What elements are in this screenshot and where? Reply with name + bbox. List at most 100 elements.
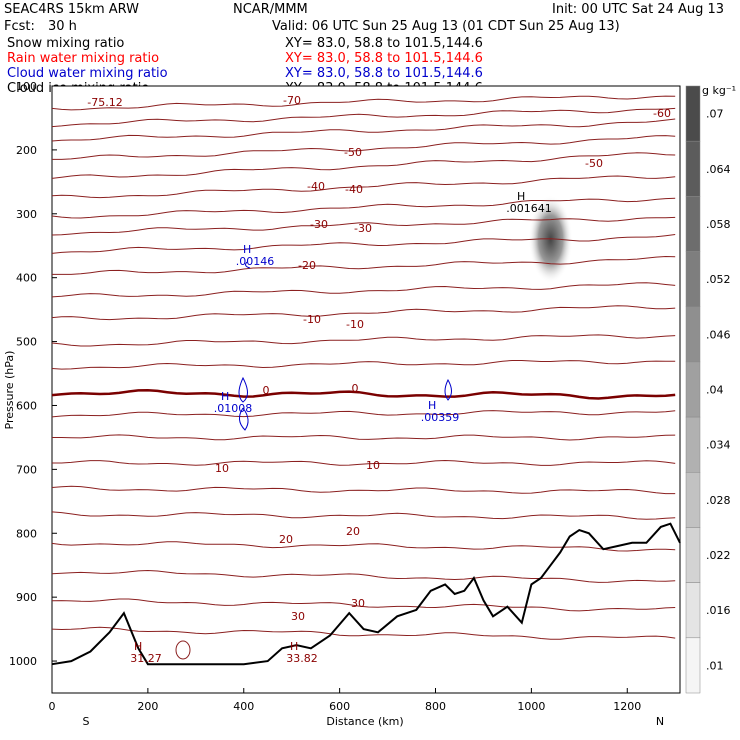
- isotherm-label: 10: [366, 459, 380, 472]
- isotherm-contour: [51, 234, 676, 254]
- isotherm-contour: [51, 95, 676, 111]
- colorbar-label: .064: [706, 163, 731, 176]
- extremum-marker: H: [290, 640, 298, 653]
- isotherm-label: -70: [283, 94, 301, 107]
- x-tick-label: 800: [425, 700, 446, 713]
- isotherm-label: -30: [310, 218, 328, 231]
- colorbar-label: .07: [706, 108, 724, 121]
- isotherm-contour: [51, 569, 676, 583]
- isotherm-label: 30: [291, 610, 305, 623]
- extremum-value: .00146: [236, 255, 275, 268]
- isotherm-contour: [51, 410, 676, 418]
- isotherm-contour: [52, 135, 676, 160]
- y-tick-label: 300: [16, 208, 37, 221]
- isotherm-label: 20: [346, 525, 360, 538]
- y-axis-label: Pressure (hPa): [3, 351, 16, 430]
- isotherm-contour: [51, 197, 676, 219]
- valid-time: Valid: 06 UTC Sun 25 Aug 13 (01 CDT Sun …: [272, 19, 620, 34]
- colorbar-label: .01: [706, 659, 724, 672]
- snow-shading: [528, 195, 573, 284]
- isotherm-contour: [51, 152, 676, 179]
- isotherm-label: -75.12: [87, 96, 122, 109]
- colorbar-label: .052: [706, 273, 731, 286]
- colorbar-swatch: [685, 196, 701, 252]
- isotherm-label: -30: [354, 222, 372, 235]
- y-axis: 100 200 300 400 500 600 700 800 900 1000: [9, 80, 57, 668]
- isotherm-contour: [51, 216, 676, 236]
- extremum-value: 31.27: [130, 652, 162, 665]
- cloud-water-contour: [245, 261, 251, 269]
- colorbar-unit: g kg⁻¹: [702, 84, 736, 97]
- isotherm-label: -50: [344, 146, 362, 159]
- field-section-xy: XY= 83.0, 58.8 to 101.5,144.6: [285, 66, 483, 81]
- x-tick-label: 400: [233, 700, 254, 713]
- isotherm-label: -40: [307, 180, 325, 193]
- colorbar-swatch: [685, 527, 701, 583]
- colorbar-swatch: [685, 251, 701, 307]
- rain-contour: [175, 640, 191, 660]
- isotherm-label: 30: [351, 597, 365, 610]
- x-tick-label: 200: [137, 700, 158, 713]
- colorbar-label: .022: [706, 549, 731, 562]
- y-tick-label: 500: [16, 336, 37, 349]
- isotherm-contour: [51, 118, 676, 142]
- isotherm-label: -60: [653, 107, 671, 120]
- freezing-level-contour: [51, 388, 676, 400]
- isotherm-label: 0: [263, 384, 270, 397]
- y-tick-label: 700: [16, 463, 37, 476]
- y-tick-label: 600: [16, 399, 37, 412]
- extremum-marker: H: [517, 190, 525, 203]
- colorbar-label: .028: [706, 494, 731, 507]
- extremum-marker: H: [243, 243, 251, 256]
- isotherm-contour: [51, 305, 676, 321]
- colorbar-label: .046: [706, 328, 731, 341]
- isotherm-contour: [51, 626, 676, 640]
- colorbar-swatch: [685, 85, 701, 142]
- colorbar-swatch: [685, 637, 701, 694]
- isotherm-label: -40: [345, 183, 363, 196]
- colorbar-swatch: [685, 582, 701, 639]
- isotherm-label: -50: [585, 157, 603, 170]
- y-tick-label: 1000: [9, 655, 37, 668]
- y-tick-label: 900: [16, 591, 37, 604]
- field-name: Rain water mixing ratio: [7, 51, 159, 66]
- isotherm-contour: [52, 459, 676, 466]
- isotherm-contour: [51, 107, 676, 128]
- colorbar-swatch: [685, 306, 701, 363]
- y-tick-label: 100: [16, 80, 37, 93]
- init-time: Init: 00 UTC Sat 24 Aug 13: [552, 2, 724, 17]
- colorbar-swatch: [685, 140, 701, 197]
- extremum-value: .001641: [506, 202, 552, 215]
- extremum-marker: H: [428, 399, 436, 412]
- colorbar-label: .016: [706, 604, 731, 617]
- colorbar-label: .034: [706, 439, 731, 452]
- y-tick-label: 400: [16, 272, 37, 285]
- extremum-marker: H: [134, 640, 142, 653]
- isotherm-label: -20: [298, 259, 316, 272]
- isotherm-contour: [51, 598, 676, 612]
- org-label: NCAR/MMM: [233, 2, 308, 17]
- field-name: Snow mixing ratio: [7, 36, 124, 51]
- terrain-line: [51, 522, 681, 666]
- x-tick-label: 1200: [613, 700, 641, 713]
- isotherm-contour: [51, 360, 676, 370]
- isotherm-label: 20: [279, 533, 293, 546]
- isotherm-contour: [51, 334, 676, 347]
- colorbar-label: .058: [706, 218, 731, 231]
- isotherm-label: -10: [346, 318, 364, 331]
- isotherm-label: 10: [215, 462, 229, 475]
- y-tick-label: 800: [16, 527, 37, 540]
- isotherm-contour: [51, 511, 676, 520]
- plot-area: -75.12 -70 -60 -50 -50 -40 -40 -30 -30 -20 -10 -10 0…: [51, 85, 681, 694]
- x-tick-label: 0: [49, 700, 56, 713]
- field-name: Cloud water mixing ratio: [7, 66, 168, 81]
- model-title: SEAC4RS 15km ARW: [4, 2, 139, 17]
- field-section-xy: XY= 83.0, 58.8 to 101.5,144.6: [285, 51, 483, 66]
- isotherm-contour: [51, 485, 676, 495]
- extremum-marker: H: [221, 390, 229, 403]
- isotherm-contour: [51, 541, 676, 552]
- y-tick-label: 200: [16, 144, 37, 157]
- cloud-water-contour: [238, 376, 248, 403]
- colorbar-label: .04: [706, 384, 724, 397]
